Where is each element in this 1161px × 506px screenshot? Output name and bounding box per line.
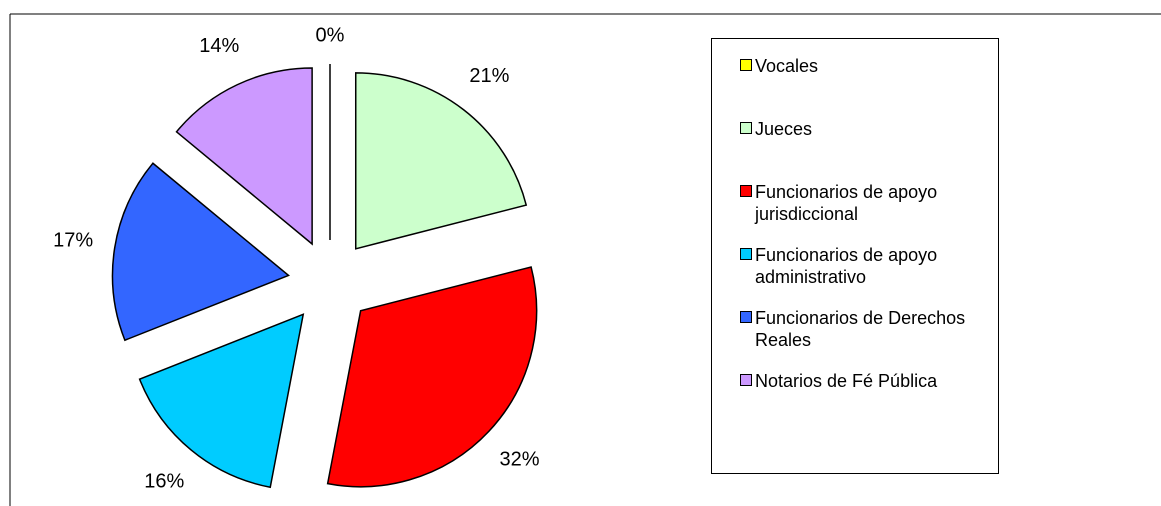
data-label: 32% (500, 448, 540, 470)
legend-swatch (740, 374, 752, 386)
data-label: 16% (144, 471, 184, 493)
pie-slice (138, 313, 305, 489)
legend-item: Vocales (740, 55, 998, 118)
legend: Vocales Jueces Funcionarios de apoyo juris… (711, 38, 999, 474)
legend-label: Funcionarios de apoyo administrativo (755, 245, 938, 287)
legend-item: Notarios de Fé Pública (740, 370, 998, 433)
pie-slice (326, 266, 538, 488)
data-label: 14% (199, 35, 239, 57)
legend-label: Jueces (755, 119, 813, 139)
legend-swatch (740, 311, 752, 323)
legend-item: Funcionarios de Derechos Reales (740, 307, 998, 370)
legend-swatch (740, 59, 752, 71)
legend-label: Funcionarios de apoyo jurisdiccional (755, 182, 938, 224)
data-label: 17% (53, 230, 93, 252)
legend-swatch (740, 185, 752, 197)
legend-item: Funcionarios de apoyo administrativo (740, 244, 998, 307)
legend-label: Vocales (755, 56, 819, 76)
legend-item: Funcionarios de apoyo jurisdiccional (740, 181, 998, 244)
pie-slice (111, 162, 290, 342)
data-label: 0% (316, 24, 345, 46)
legend-swatch (740, 248, 752, 260)
legend-swatch (740, 122, 752, 134)
legend-item: Jueces (740, 118, 998, 181)
pie-slice (354, 72, 528, 250)
legend-label: Funcionarios de Derechos Reales (755, 308, 966, 350)
data-label: 21% (469, 65, 509, 87)
legend-label: Notarios de Fé Pública (755, 371, 938, 391)
pie-slice (175, 67, 313, 246)
